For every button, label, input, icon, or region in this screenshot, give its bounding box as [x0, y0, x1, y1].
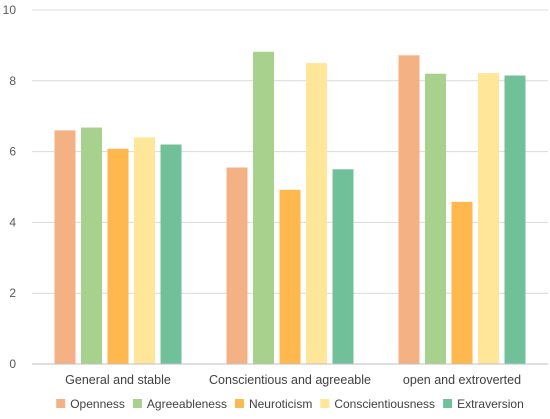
y-tick-label: 8	[9, 74, 16, 88]
y-axis-tick-labels: 0 2 4 6 8 10	[3, 3, 17, 371]
x-axis-category-labels: General and stable Conscientious and agre…	[65, 373, 521, 387]
bar-conscientiousness-3	[478, 73, 499, 364]
legend-item-conscientiousness: Conscientiousness	[320, 397, 435, 411]
bars	[54, 51, 526, 365]
bar-neuroticism-2	[279, 189, 301, 364]
legend-swatch	[56, 399, 66, 408]
bar-extraversion-1	[160, 144, 182, 364]
legend-item-neuroticism: Neuroticism	[234, 397, 312, 411]
y-tick-label: 6	[9, 145, 16, 159]
x-category-label: Conscientious and agreeable	[209, 373, 371, 387]
bar-openness-1	[54, 130, 76, 364]
legend-swatch	[234, 399, 244, 408]
legend-label: Conscientiousness	[334, 397, 435, 411]
legend-swatch	[132, 399, 142, 408]
legend: Openness Agreeableness Neuroticism Conscien…	[56, 397, 524, 411]
y-tick-label: 4	[9, 215, 16, 229]
legend-label: Extraversion	[457, 397, 524, 411]
legend-item-openness: Openness	[56, 397, 125, 411]
legend-swatch	[443, 399, 453, 408]
legend-item-agreeableness: Agreeableness	[132, 397, 227, 411]
bar-agreeableness-1	[81, 127, 102, 364]
bar-openness-2	[226, 167, 248, 364]
y-tick-label: 10	[3, 3, 17, 17]
y-tick-label: 2	[9, 286, 16, 300]
bar-conscientiousness-2	[306, 63, 327, 364]
bar-conscientiousness-1	[134, 137, 155, 364]
legend-label: Agreeableness	[147, 397, 227, 411]
y-tick-label: 0	[9, 357, 16, 371]
bar-extraversion-3	[504, 75, 526, 365]
bar-agreeableness-3	[425, 73, 446, 364]
bar-neuroticism-3	[451, 201, 473, 364]
x-category-label: open and extroverted	[403, 373, 521, 387]
bar-openness-3	[398, 55, 420, 365]
bar-agreeableness-2	[253, 51, 274, 365]
bar-extraversion-2	[332, 169, 354, 364]
bar-neuroticism-1	[107, 148, 129, 364]
legend-label: Neuroticism	[249, 397, 312, 411]
legend-item-extraversion: Extraversion	[443, 397, 524, 411]
legend-label: Openness	[70, 397, 125, 411]
legend-swatch	[320, 399, 330, 408]
x-category-label: General and stable	[65, 373, 171, 387]
